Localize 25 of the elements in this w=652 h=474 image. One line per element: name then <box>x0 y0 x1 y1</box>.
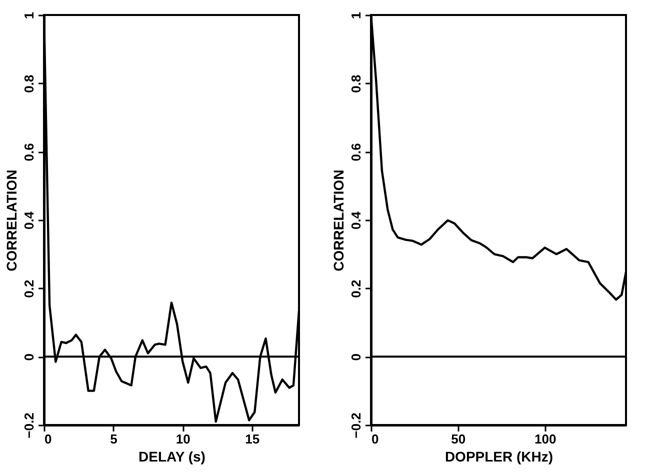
x-tick-label: 0 <box>44 432 52 446</box>
y-tick-label: 0.2 <box>22 280 36 298</box>
y-tick-label: 0.4 <box>348 210 364 230</box>
x-axis-title: DELAY (s) <box>138 448 206 464</box>
x-tick-label: 100 <box>534 432 556 446</box>
y-tick-label: 1 <box>348 12 364 20</box>
y-tick-label: 0.8 <box>22 74 36 93</box>
y-tick-label: 0.2 <box>348 280 364 298</box>
y-tick-label: −0.2 <box>348 412 364 438</box>
y-tick-label: 0 <box>22 354 36 361</box>
y-tick-label: 1 <box>22 12 36 20</box>
y-tick-label: 0.6 <box>348 143 364 162</box>
x-tick-label: 5 <box>110 432 118 446</box>
y-tick-label: 0.6 <box>22 143 36 162</box>
y-tick-label: 0 <box>348 354 364 361</box>
y-axis-title: CORRELATION <box>4 170 20 272</box>
x-tick-label: 50 <box>451 432 466 446</box>
y-axis-title: CORRELATION <box>330 170 346 272</box>
x-tick-label: 10 <box>176 432 190 446</box>
y-tick-label: 0.4 <box>22 210 36 230</box>
x-tick-label: 15 <box>245 432 260 446</box>
x-tick-label: 0 <box>372 432 379 446</box>
y-tick-label: 0.8 <box>348 74 364 93</box>
x-axis-title: DOPPLER (KHz) <box>444 448 554 464</box>
y-tick-label: −0.2 <box>22 412 36 438</box>
